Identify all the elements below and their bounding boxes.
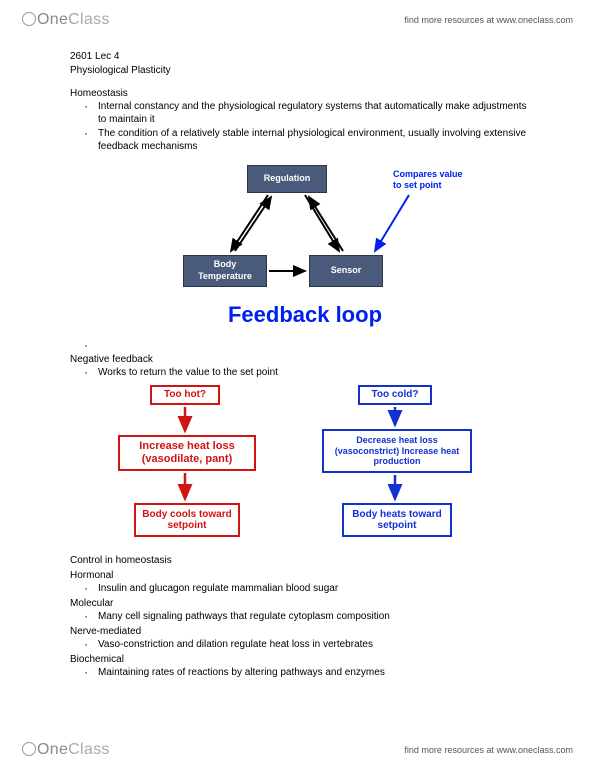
bullet-item: Works to return the value to the set poi… [88,366,540,379]
dash-placeholder [70,339,540,352]
heading-homeostasis: Homeostasis [70,87,540,100]
brand-class: Class [68,741,110,758]
brand-circle-icon [22,12,36,26]
hot-cold-flowchart: Too hot? Increase heat loss (vasodilate,… [100,385,530,550]
feedback-loop-diagram: Regulation Body Temperature Sensor Compa… [135,165,475,335]
hormonal-bullets: Insulin and glucagon regulate mammalian … [70,582,540,595]
brand-one: One [37,11,68,28]
flowchart-arrows [100,385,530,550]
bullet-item: Insulin and glucagon regulate mammalian … [88,582,540,595]
resources-link[interactable]: find more resources at www.oneclass.com [404,15,573,25]
nerve-bullets: Vaso-constriction and dilation regulate … [70,638,540,651]
brand-logo-footer: OneClass [22,741,110,759]
brand-one: One [37,741,68,758]
heading-negative-feedback: Negative feedback [70,353,540,366]
heading-biochemical: Biochemical [70,653,540,666]
page-footer: OneClass find more resources at www.onec… [0,736,595,764]
brand-class: Class [68,11,110,28]
bullet-item: Many cell signaling pathways that regula… [88,610,540,623]
page-header: OneClass find more resources at www.onec… [0,6,595,34]
molecular-bullets: Many cell signaling pathways that regula… [70,610,540,623]
bullet-item: The condition of a relatively stable int… [88,127,540,153]
brand-circle-icon [22,742,36,756]
heading-nerve: Nerve-mediated [70,625,540,638]
feedback-loop-title: Feedback loop [135,301,475,330]
homeostasis-bullets: Internal constancy and the physiological… [70,100,540,153]
heading-control: Control in homeostasis [70,554,540,567]
heading-molecular: Molecular [70,597,540,610]
bullet-item: Internal constancy and the physiological… [88,100,540,126]
blank-bullet [88,339,540,352]
bullet-item: Maintaining rates of reactions by alteri… [88,666,540,679]
biochem-bullets: Maintaining rates of reactions by alteri… [70,666,540,679]
lecture-title: Physiological Plasticity [70,64,540,77]
section-negative-feedback: Negative feedback Works to return the va… [70,339,540,379]
heading-hormonal: Hormonal [70,569,540,582]
section-control: Control in homeostasis Hormonal Insulin … [70,554,540,679]
negfeedback-bullets: Works to return the value to the set poi… [70,366,540,379]
bullet-item: Vaso-constriction and dilation regulate … [88,638,540,651]
document-body: 2601 Lec 4 Physiological Plasticity Home… [70,50,540,680]
section-homeostasis: Homeostasis Internal constancy and the p… [70,87,540,153]
brand-logo: OneClass [22,11,110,29]
resources-link-footer[interactable]: find more resources at www.oneclass.com [404,745,573,755]
lecture-number: 2601 Lec 4 [70,50,540,63]
